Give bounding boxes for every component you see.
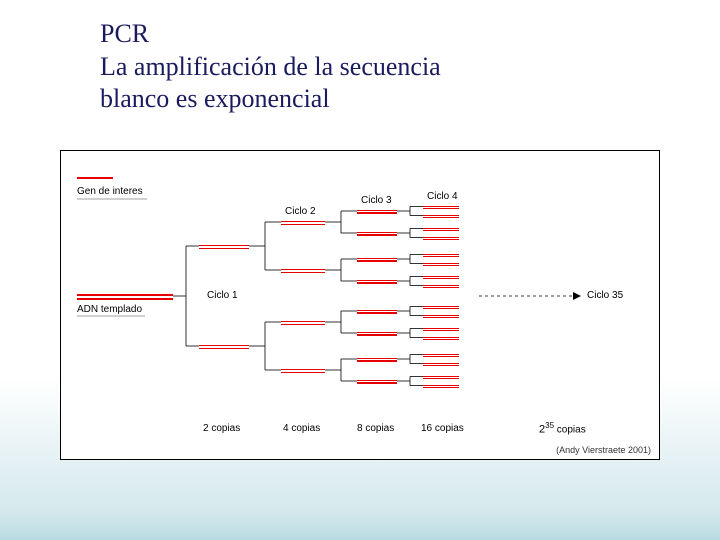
dna-strand <box>199 348 249 350</box>
dna-strand <box>423 230 459 232</box>
dna-strand <box>357 234 397 236</box>
label-4copias: 4 copias <box>283 423 320 434</box>
dna-strand <box>357 212 397 214</box>
dna-strand <box>423 208 459 210</box>
dna-strand <box>281 224 325 226</box>
dna-strand <box>357 360 397 362</box>
label-adn-templado: ADN templado <box>77 304 142 315</box>
label-ciclo3: Ciclo 3 <box>361 195 392 206</box>
label-8copias: 8 copias <box>357 423 394 434</box>
label-16copias: 16 copias <box>421 423 464 434</box>
dna-strand <box>357 258 397 260</box>
dna-strand <box>357 382 397 384</box>
label-gen-interes: Gen de interes <box>77 186 143 197</box>
dna-strand <box>199 245 249 247</box>
pcr-diagram: Gen de interes ADN templado Ciclo 1 Ciclo 2… <box>60 150 660 460</box>
dna-strand <box>423 365 459 367</box>
dna-strand <box>423 265 459 267</box>
dna-strand <box>357 282 397 284</box>
dna-strand <box>281 372 325 374</box>
dna-strand <box>423 287 459 289</box>
dna-strand <box>77 177 113 179</box>
dna-strand <box>281 272 325 274</box>
dna-strand <box>357 334 397 336</box>
dna-strand <box>423 256 459 258</box>
dna-strand <box>281 324 325 326</box>
title-line-2: La amplificación de la secuencia <box>100 51 640 84</box>
dna-strand <box>281 269 325 271</box>
dna-strand <box>423 278 459 280</box>
dna-strand <box>357 232 397 234</box>
dna-strand <box>357 358 397 360</box>
label-ciclo1: Ciclo 1 <box>207 290 238 301</box>
label-ciclo2: Ciclo 2 <box>285 206 316 217</box>
dna-strand <box>77 298 173 300</box>
dna-strand <box>423 330 459 332</box>
dna-strand <box>281 321 325 323</box>
dna-strand <box>357 280 397 282</box>
dna-strand <box>423 308 459 310</box>
slide-title: PCR La amplificación de la secuencia bla… <box>100 18 640 116</box>
dna-strand <box>357 310 397 312</box>
credit-text: (Andy Vierstraete 2001) <box>556 445 651 455</box>
dna-strand <box>423 356 459 358</box>
dna-strand <box>357 312 397 314</box>
label-2copias: 2 copias <box>203 423 240 434</box>
dna-strand <box>77 294 173 296</box>
dna-strand <box>357 260 397 262</box>
dna-strand <box>423 239 459 241</box>
dna-strand <box>423 217 459 219</box>
dna-strand <box>281 369 325 371</box>
dna-strand <box>423 339 459 341</box>
dna-strand <box>357 332 397 334</box>
label-ciclo4: Ciclo 4 <box>427 191 458 202</box>
dna-strand <box>423 387 459 389</box>
title-line-3: blanco es exponencial <box>100 83 640 116</box>
label-ciclo35: Ciclo 35 <box>587 290 623 301</box>
title-line-1: PCR <box>100 18 640 51</box>
dna-strand <box>357 380 397 382</box>
dna-strand <box>199 248 249 250</box>
dna-strand <box>199 345 249 347</box>
dna-strand <box>357 210 397 212</box>
dna-strand <box>281 221 325 223</box>
dna-strand <box>423 378 459 380</box>
label-2-35-copias: 235 copias <box>539 421 586 435</box>
dna-strand <box>423 317 459 319</box>
